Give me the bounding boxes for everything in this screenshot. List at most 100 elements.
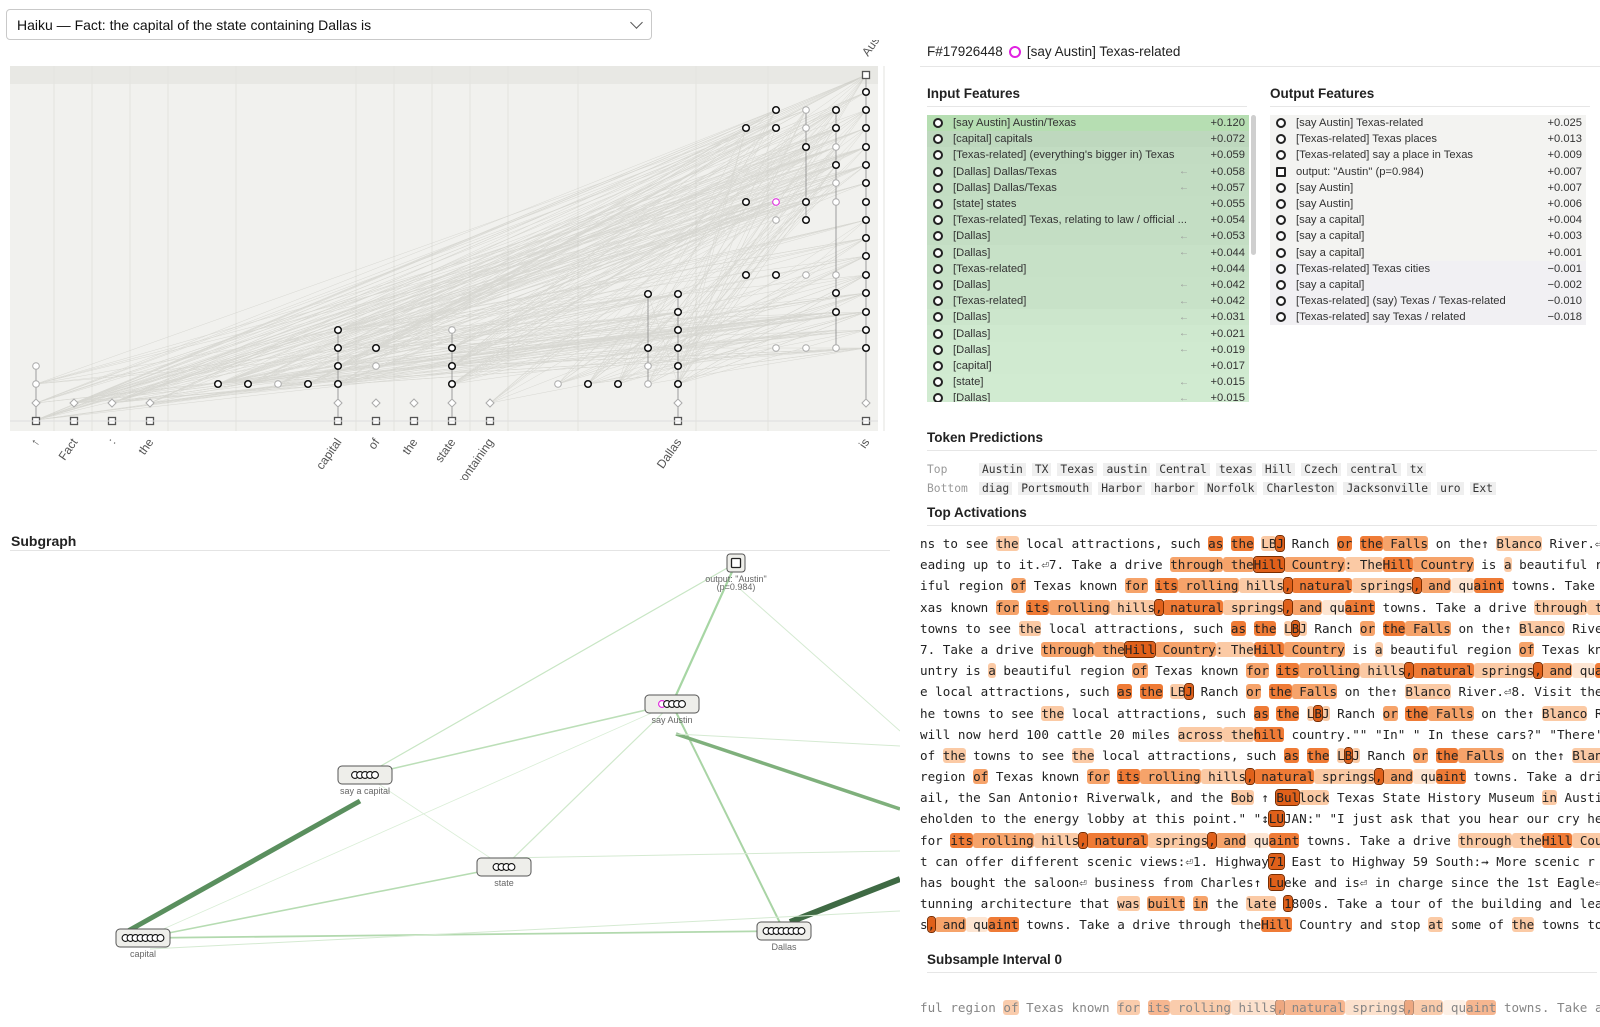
activation-example[interactable]: eading up to it.⏎7. Take a drive through…: [920, 554, 1600, 575]
feature-node[interactable]: [861, 87, 871, 97]
feature-node[interactable]: [802, 106, 810, 114]
feature-node[interactable]: [673, 307, 683, 317]
output-feature-row[interactable]: [Texas-related] (say) Texas / Texas-rela…: [1270, 293, 1586, 310]
output-feature-row[interactable]: [say Austin] Texas-related +0.025: [1270, 115, 1586, 132]
selected-feature-node[interactable]: [772, 198, 780, 206]
feature-node[interactable]: [772, 216, 780, 224]
feature-node[interactable]: [333, 361, 343, 371]
feature-node[interactable]: [333, 325, 343, 335]
feature-node[interactable]: [673, 343, 683, 353]
output-feature-row[interactable]: [say a capital] +0.003: [1270, 228, 1586, 245]
prompt-select[interactable]: Haiku — Fact: the capital of the state c…: [6, 9, 652, 40]
activation-example[interactable]: of the towns to see the local attraction…: [920, 745, 1600, 766]
output-feature-row[interactable]: [say a capital] +0.001: [1270, 244, 1586, 261]
feature-node[interactable]: [861, 251, 871, 261]
feature-node[interactable]: [832, 344, 840, 352]
output-feature-row[interactable]: [say Austin] +0.007: [1270, 179, 1586, 196]
activation-example[interactable]: he towns to see the local attractions, s…: [920, 703, 1600, 724]
embedding-node[interactable]: [861, 398, 871, 408]
feature-node[interactable]: [861, 123, 871, 133]
feature-node[interactable]: [832, 198, 840, 206]
embedding-node[interactable]: [409, 398, 419, 408]
feature-node[interactable]: [554, 380, 562, 388]
feature-node[interactable]: [644, 380, 652, 388]
embedding-node[interactable]: [69, 398, 79, 408]
input-feature-row[interactable]: [Texas-related] Texas, relating to law /…: [927, 212, 1249, 229]
feature-node[interactable]: [741, 197, 751, 207]
output-feature-row[interactable]: [say Austin] +0.006: [1270, 195, 1586, 213]
feature-node[interactable]: [583, 379, 593, 389]
feature-node[interactable]: [771, 270, 781, 280]
feature-node[interactable]: [303, 379, 313, 389]
feature-node[interactable]: [333, 343, 343, 353]
input-feature-row[interactable]: [Dallas] ← +0.021: [927, 325, 1249, 342]
input-feature-row[interactable]: [state] ← +0.015: [927, 374, 1249, 391]
subgraph-node-dallas[interactable]: Dallas: [756, 921, 812, 952]
feature-node[interactable]: [771, 123, 781, 133]
feature-node[interactable]: [831, 123, 841, 133]
activation-example[interactable]: ail, the San Antonio↑ Riverwalk, and the…: [920, 787, 1600, 808]
output-feature-row[interactable]: [Texas-related] Texas places +0.013: [1270, 131, 1586, 148]
activation-example[interactable]: ns to see the local attractions, such as…: [920, 533, 1600, 554]
feature-node[interactable]: [371, 343, 381, 353]
input-feature-row[interactable]: [Dallas] ← +0.042: [927, 276, 1249, 294]
subgraph-node-output[interactable]: output: "Austin"(p=0.984): [705, 553, 767, 592]
feature-node[interactable]: [447, 361, 457, 371]
feature-node[interactable]: [861, 343, 871, 353]
feature-node[interactable]: [32, 362, 40, 370]
activation-example[interactable]: region of Texas known for its rolling hi…: [920, 766, 1600, 787]
feature-node[interactable]: [447, 379, 457, 389]
token-node[interactable]: [861, 70, 871, 80]
input-feature-row[interactable]: [capital] +0.017: [927, 357, 1249, 374]
feature-node[interactable]: [861, 142, 871, 152]
embedding-node[interactable]: [107, 398, 117, 408]
subgraph-node-state[interactable]: state: [476, 857, 532, 888]
input-feature-row[interactable]: [Texas-related] ← +0.042: [927, 293, 1249, 310]
activation-example[interactable]: has bought the saloon⏎ business from Cha…: [920, 872, 1600, 893]
feature-node[interactable]: [832, 179, 840, 187]
embedding-node[interactable]: [371, 398, 381, 408]
feature-node[interactable]: [741, 123, 751, 133]
feature-node[interactable]: [861, 270, 871, 280]
feature-node[interactable]: [741, 270, 751, 280]
activation-example[interactable]: xas known for its rolling hills, natural…: [920, 597, 1600, 618]
activation-example[interactable]: will now herd 100 cattle 20 miles across…: [920, 724, 1600, 745]
output-features-list[interactable]: [say Austin] Texas-related +0.025 [Texas-r…: [1270, 115, 1586, 326]
activation-example[interactable]: e local attractions, such as the LBJ Ran…: [920, 681, 1600, 702]
input-feature-row[interactable]: [state] states +0.055: [927, 195, 1249, 213]
feature-node[interactable]: [831, 105, 841, 115]
feature-node[interactable]: [861, 307, 871, 317]
feature-node[interactable]: [832, 271, 840, 279]
feature-node[interactable]: [673, 379, 683, 389]
feature-node[interactable]: [372, 362, 380, 370]
feature-node[interactable]: [801, 197, 811, 207]
feature-node[interactable]: [643, 289, 653, 299]
output-feature-row[interactable]: [say a capital] −0.002: [1270, 276, 1586, 294]
activation-example[interactable]: tunning architecture that was built in t…: [920, 893, 1600, 914]
feature-node[interactable]: [802, 124, 810, 132]
feature-node[interactable]: [831, 288, 841, 298]
feature-node[interactable]: [802, 271, 810, 279]
feature-node[interactable]: [673, 361, 683, 371]
embedding-node[interactable]: [673, 398, 683, 408]
feature-node[interactable]: [771, 105, 781, 115]
input-features-scrollbar[interactable]: [1251, 115, 1256, 255]
feature-node[interactable]: [673, 289, 683, 299]
activation-example[interactable]: eholden to the energy lobby at this poin…: [920, 808, 1600, 829]
input-feature-row[interactable]: [Dallas] ← +0.031: [927, 309, 1249, 326]
feature-node[interactable]: [447, 343, 457, 353]
feature-node[interactable]: [831, 160, 841, 170]
input-feature-row[interactable]: [Dallas] Dallas/Texas ← +0.058: [927, 163, 1249, 180]
feature-node[interactable]: [673, 325, 683, 335]
feature-node[interactable]: [772, 344, 780, 352]
subgraph[interactable]: output: "Austin"(p=0.984) say Austin say a…: [0, 551, 900, 1021]
feature-node[interactable]: [832, 143, 840, 151]
activation-example[interactable]: t can offer different scenic views:⏎1. H…: [920, 851, 1600, 872]
input-feature-row[interactable]: [capital] capitals +0.072: [927, 131, 1249, 148]
activation-example[interactable]: for its rolling hills, natural springs, …: [920, 830, 1600, 851]
input-feature-row[interactable]: [Texas-related] +0.044: [927, 260, 1249, 277]
output-feature-row[interactable]: [Texas-related] say Texas / related −0.01…: [1270, 309, 1586, 326]
output-feature-row[interactable]: [Texas-related] say a place in Texas +0.0…: [1270, 147, 1586, 164]
embedding-node[interactable]: [485, 398, 495, 408]
